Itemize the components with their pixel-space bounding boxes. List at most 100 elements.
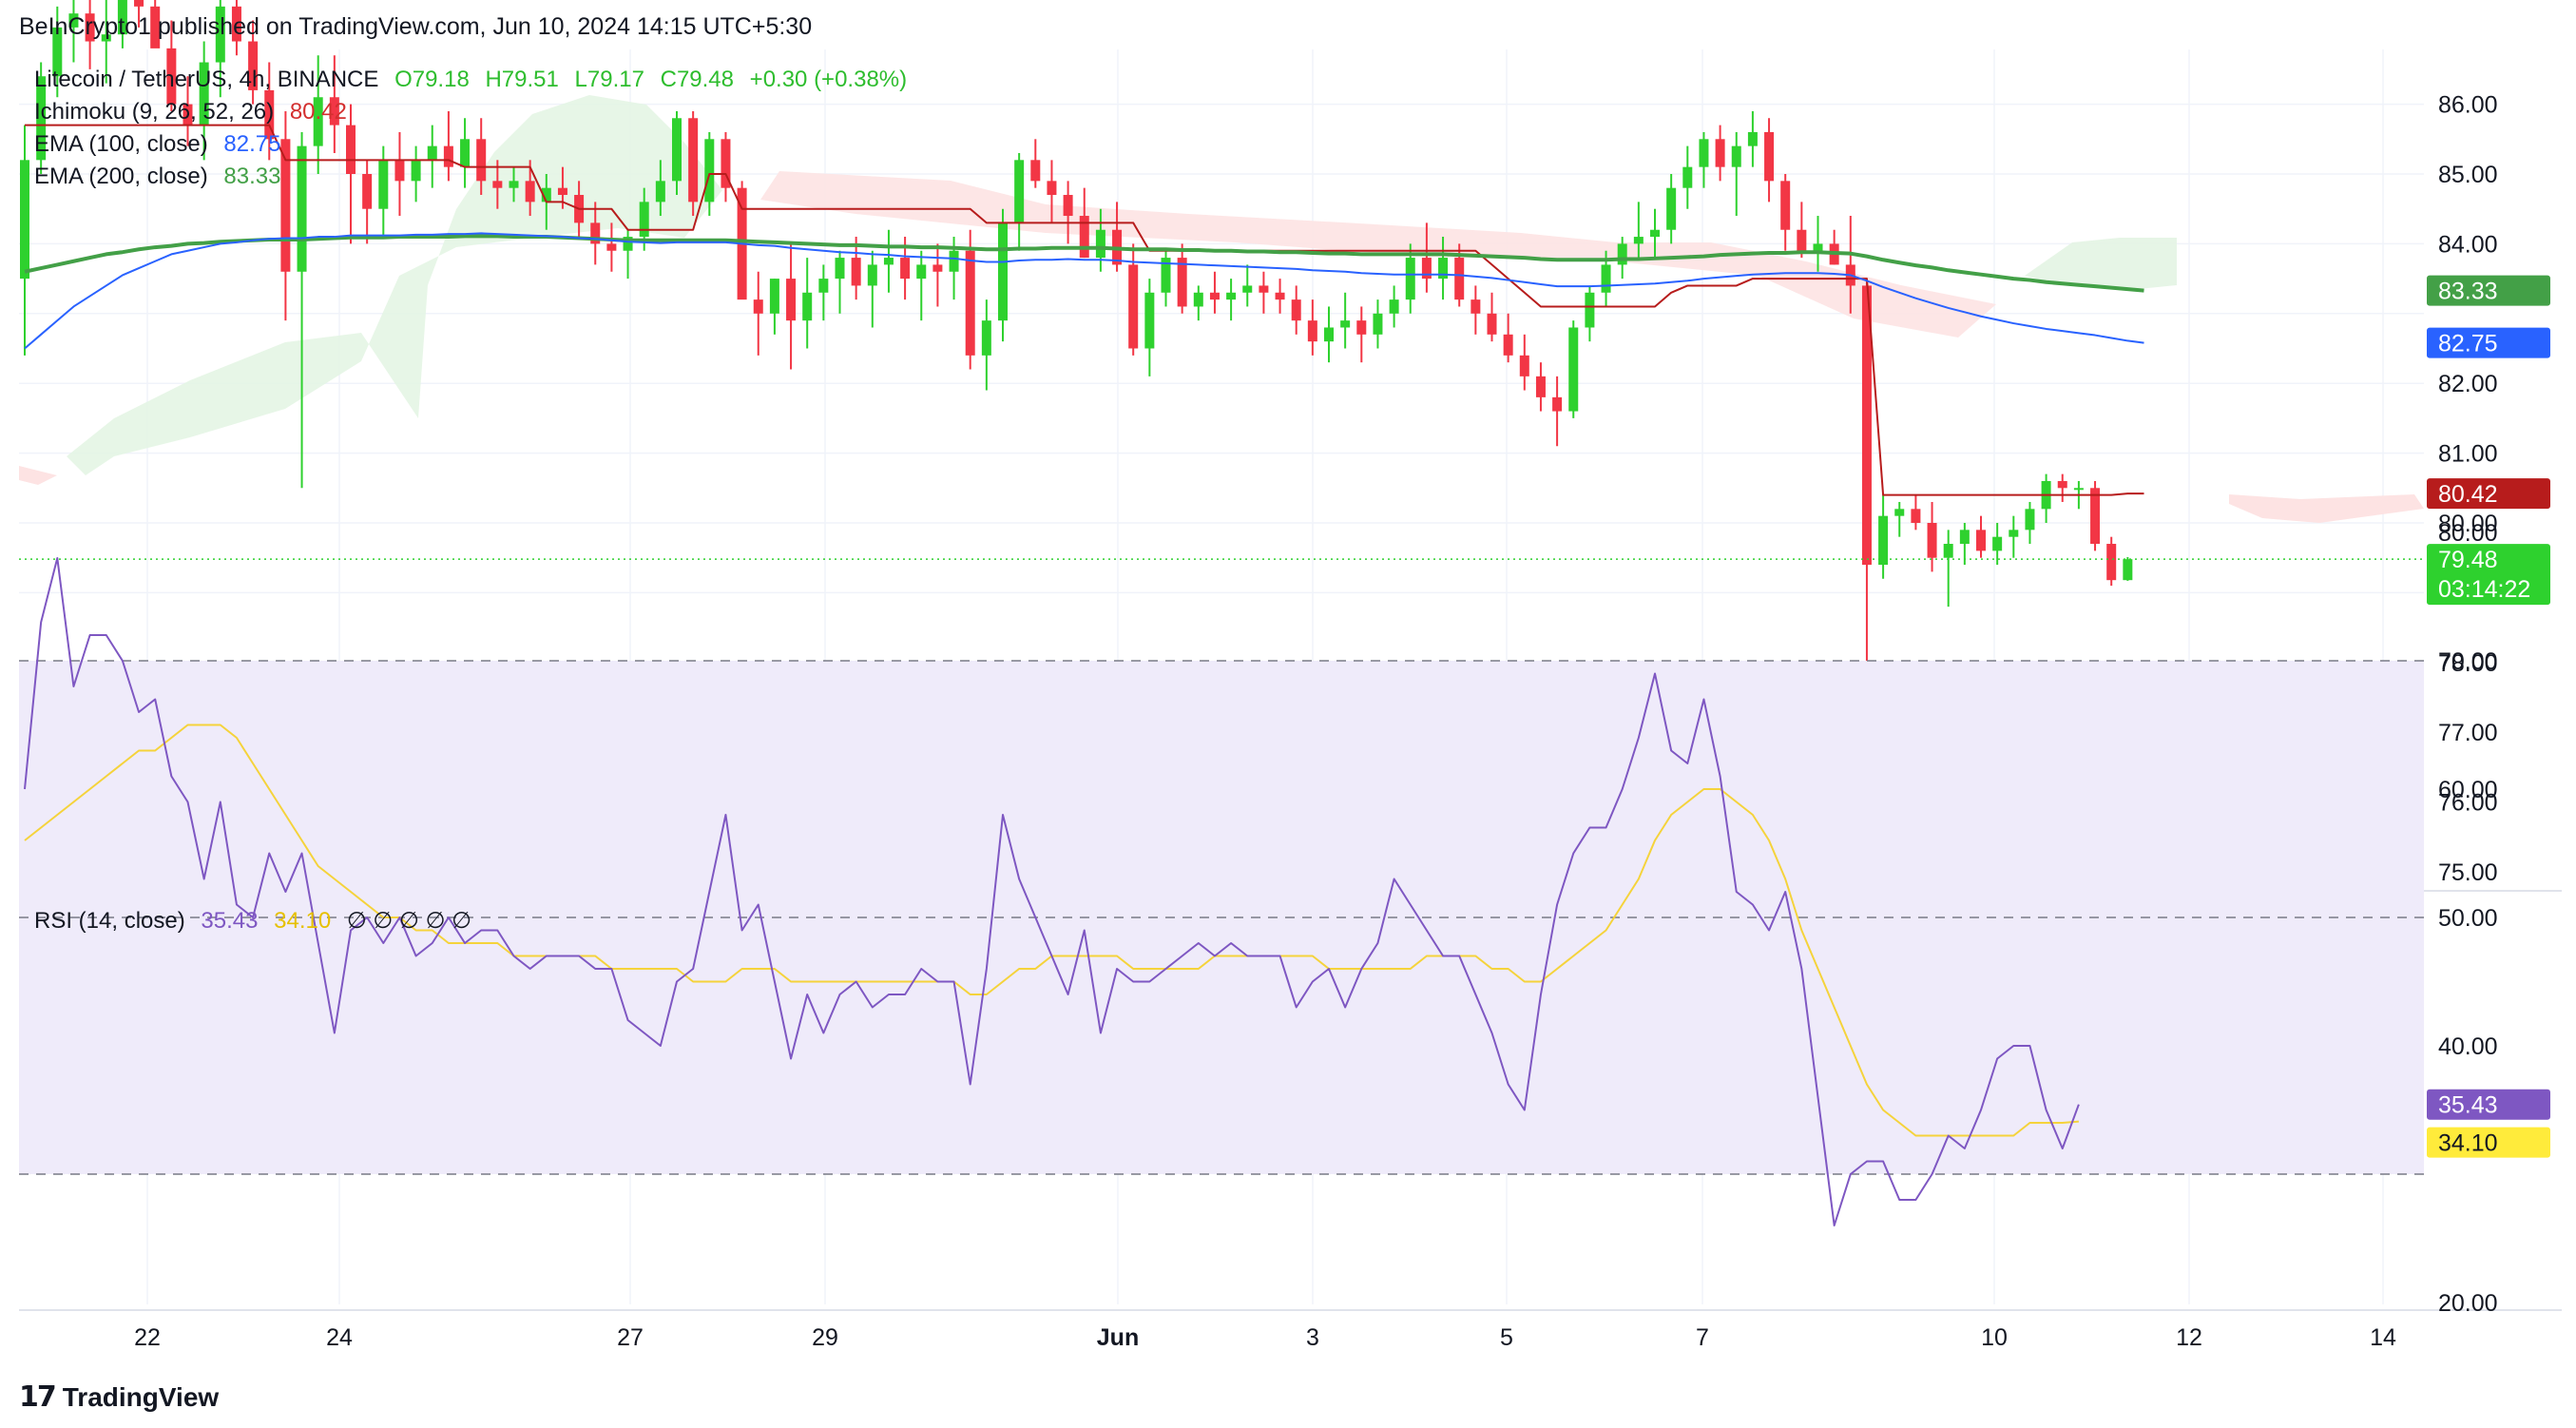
candle-body — [68, 13, 79, 28]
candle-body — [590, 222, 601, 244]
tradingview-mark-icon: 𝟭𝟳 — [19, 1381, 57, 1413]
candle-body — [1878, 515, 1889, 566]
candle-body — [394, 160, 405, 182]
candle-body — [916, 264, 927, 280]
candle-body — [1209, 292, 1220, 300]
countdown-tag: 03:14:22 — [2438, 576, 2530, 603]
ema100-price-tag: 82.75 — [2438, 331, 2498, 357]
candle-body — [427, 145, 437, 161]
candle-body — [231, 6, 241, 42]
candle-body — [85, 13, 95, 42]
time-axis-tick: 7 — [1696, 1324, 1709, 1351]
ema200-line — [24, 234, 2144, 293]
ichimoku-price-tag: 80.42 — [2438, 481, 2498, 508]
price-axis-tick: 84.00 — [2438, 231, 2498, 258]
candle-body — [1747, 131, 1758, 146]
last-price-tag: 79.48 — [2438, 547, 2498, 573]
time-axis-tick: 3 — [1306, 1324, 1319, 1351]
candle-body — [1438, 258, 1449, 280]
candle-body — [1780, 181, 1791, 230]
candle-body — [1682, 166, 1693, 188]
ichimoku-cloud-bearish — [19, 466, 57, 485]
ohlc-open: O79.18 — [394, 67, 470, 92]
candle-body — [1715, 139, 1725, 167]
candle-body — [867, 264, 877, 286]
ema100-label: EMA (100, close) — [34, 131, 208, 157]
candle-body — [2123, 559, 2133, 581]
candle-body — [1144, 292, 1155, 349]
rsi-axis-tick: 50.00 — [2438, 905, 2498, 932]
candle-body — [1030, 160, 1041, 182]
candle-body — [134, 0, 144, 7]
price-axis-tick: 86.00 — [2438, 92, 2498, 119]
ema200-value: 83.33 — [223, 164, 281, 189]
rsi-line — [24, 557, 2080, 1226]
rsi-extra-values: ∅ ∅ ∅ ∅ ∅ — [346, 908, 472, 934]
time-axis-tick: 29 — [812, 1324, 838, 1351]
candle-body — [2009, 530, 2019, 537]
candle-body — [932, 264, 943, 272]
rsi-axis-tick: 20.00 — [2438, 1290, 2498, 1317]
ichimoku-cloud-bullish — [2025, 238, 2177, 290]
candle-body — [1894, 509, 1905, 516]
candle-body — [802, 292, 813, 321]
candle-body — [639, 202, 649, 238]
candle-body — [2090, 488, 2101, 545]
time-axis-tick: 22 — [134, 1324, 161, 1351]
ichimoku-legend: Ichimoku (9, 26, 52, 26) 80.42 — [34, 99, 356, 125]
ema100-legend: EMA (100, close) 82.75 — [34, 131, 290, 158]
ichimoku-price-tag-bg — [2427, 478, 2550, 510]
candle-body — [721, 139, 731, 188]
candle-body — [688, 118, 699, 203]
last-price-tag-bg — [2427, 544, 2550, 606]
rsi-value-tag: 35.43 — [2438, 1092, 2498, 1119]
candle-body — [1047, 181, 1057, 196]
candle-body — [1568, 327, 1579, 412]
candle-body — [851, 258, 861, 286]
candle-body — [1161, 258, 1171, 293]
ichimoku-cloud-bearish — [2229, 494, 2424, 523]
ohlc-close: C79.48 — [660, 67, 734, 92]
candle-body — [476, 139, 487, 182]
candle-body — [1943, 544, 1953, 558]
candle-body — [1535, 376, 1546, 397]
brand-name: TradingView — [62, 1381, 220, 1412]
candle-body — [1487, 313, 1497, 335]
rsi-ma-tag-bg — [2427, 1127, 2550, 1158]
price-axis-tick: 76.00 — [2438, 790, 2498, 817]
candle-body — [1797, 229, 1807, 251]
candle-body — [2106, 544, 2117, 581]
candle-body — [1992, 536, 2003, 551]
candle-body — [900, 258, 911, 280]
candle-body — [1927, 523, 1937, 558]
candle-body — [541, 187, 551, 203]
ema100-price-tag-bg — [2427, 327, 2550, 358]
candle-body — [1063, 195, 1073, 217]
time-axis-tick: 10 — [1981, 1324, 2008, 1351]
candle-body — [1259, 285, 1269, 293]
candle-body — [1650, 229, 1660, 238]
rsi-legend: RSI (14, close) 35.43 34.10 ∅ ∅ ∅ ∅ ∅ — [34, 907, 481, 935]
candle-body — [1731, 145, 1741, 167]
candle-body — [2073, 488, 2084, 491]
candle-body — [492, 181, 503, 188]
candle-body — [1976, 530, 1986, 551]
candle-body — [1373, 313, 1383, 335]
candle-body — [183, 104, 193, 125]
ema200-price-tag: 83.33 — [2438, 279, 2498, 305]
ichimoku-value: 80.42 — [289, 99, 347, 125]
ichimoku-base-line — [25, 124, 2144, 496]
price-axis-tick: 80.00 — [2438, 511, 2498, 537]
time-axis-tick: 27 — [617, 1324, 644, 1351]
ichimoku-label: Ichimoku (9, 26, 52, 26) — [34, 99, 275, 125]
tradingview-logo[interactable]: 𝟭𝟳 TradingView — [19, 1380, 219, 1414]
candle-body — [313, 97, 323, 146]
candle-body — [362, 174, 373, 209]
candle-body — [2025, 509, 2035, 531]
candle-body — [1128, 264, 1139, 349]
candle-body — [949, 250, 959, 272]
time-axis-tick: Jun — [1097, 1324, 1139, 1351]
rsi-axis-tick: 80.00 — [2438, 520, 2498, 547]
candle-body — [329, 97, 339, 125]
